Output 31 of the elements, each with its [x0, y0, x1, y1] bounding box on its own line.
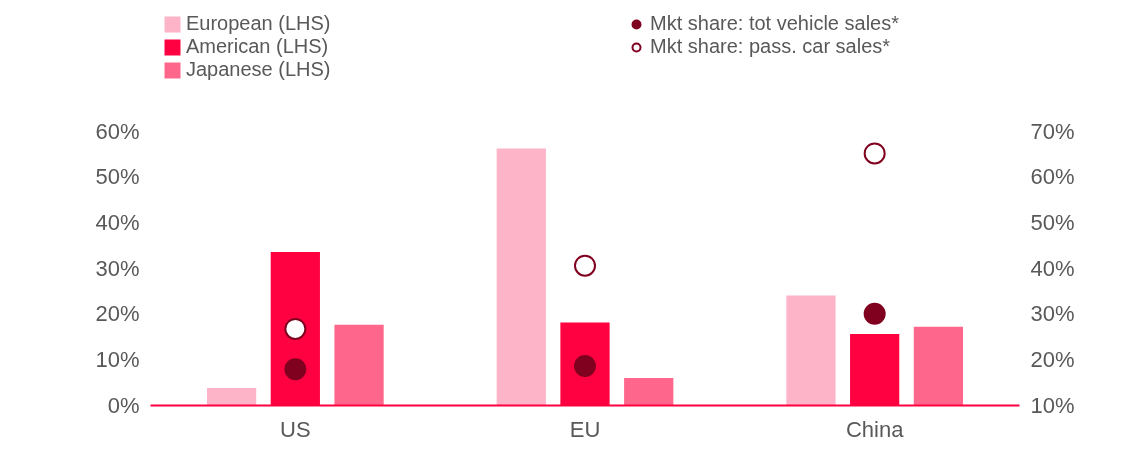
- x-tick-label: US: [280, 416, 311, 442]
- point: [284, 358, 307, 381]
- y-tick-label: 60%: [95, 118, 140, 144]
- y-tick-label: 10%: [95, 347, 140, 373]
- y2-tick-label: 20%: [1030, 347, 1075, 373]
- legend-label: Japanese (LHS): [186, 58, 332, 81]
- bar: [786, 295, 836, 406]
- bar: [496, 148, 546, 406]
- y2-tick-label: 40%: [1030, 255, 1075, 281]
- bar: [624, 378, 674, 406]
- x-tick-label: China: [845, 416, 905, 442]
- bar: [913, 326, 964, 406]
- y-tick-label: 0%: [107, 393, 140, 418]
- y2-tick-label: 60%: [1030, 163, 1075, 189]
- y2-tick-label: 50%: [1030, 209, 1075, 235]
- y-tick-label: 50%: [95, 163, 140, 189]
- y-tick-label: 40%: [95, 209, 140, 235]
- y2-tick-label: 30%: [1030, 301, 1075, 327]
- x-tick-label: EU: [569, 416, 601, 442]
- legend-label: Mkt share: pass. car sales*: [650, 35, 892, 58]
- y-tick-label: 20%: [95, 301, 140, 327]
- y-tick-label: 30%: [95, 255, 140, 281]
- bar: [334, 324, 384, 406]
- point: [284, 317, 307, 340]
- y2-tick-label: 70%: [1030, 118, 1075, 144]
- legend-label: Mkt share: tot vehicle sales*: [650, 12, 900, 35]
- legend-label: European (LHS): [186, 12, 332, 35]
- bar: [206, 388, 257, 406]
- point: [863, 302, 886, 325]
- y2-tick-label: 10%: [1030, 393, 1075, 418]
- legend-label: American (LHS): [186, 35, 330, 58]
